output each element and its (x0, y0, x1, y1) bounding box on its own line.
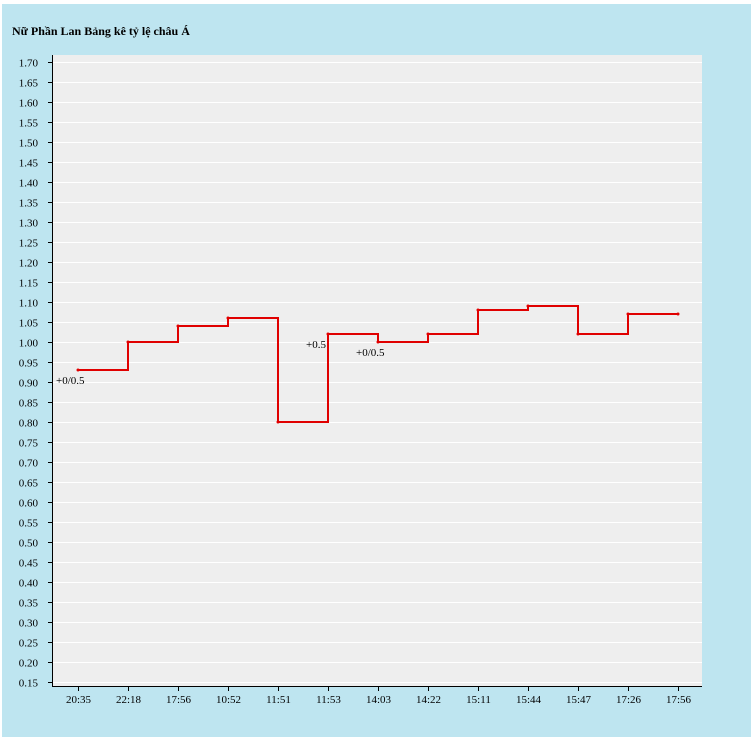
y-tick-label: 1.35 (19, 198, 39, 210)
data-point (426, 332, 430, 336)
y-tick-label: 0.20 (19, 658, 39, 670)
plot-area (52, 55, 702, 686)
x-tick-label: 15:44 (516, 694, 542, 706)
chart-title: Nữ Phần Lan Bảng kê tỷ lệ châu Á (12, 24, 190, 38)
y-tick-label: 1.55 (19, 118, 39, 130)
data-point (376, 340, 380, 344)
y-tick-label: 0.65 (19, 478, 39, 490)
data-point (176, 324, 180, 328)
y-tick-label: 0.70 (19, 458, 39, 470)
y-tick-label: 0.25 (19, 638, 39, 650)
y-tick-label: 1.40 (19, 178, 39, 190)
x-tick-label: 10:52 (216, 694, 241, 706)
x-tick-label: 20:35 (66, 694, 92, 706)
y-tick-label: 0.30 (19, 618, 39, 630)
x-tick-label: 14:22 (416, 694, 441, 706)
x-tick-label: 17:26 (616, 694, 642, 706)
x-tick-label: 15:11 (466, 694, 491, 706)
y-tick-label: 0.55 (19, 518, 39, 530)
x-tick-label: 17:56 (166, 694, 192, 706)
data-point (676, 312, 680, 316)
y-tick-label: 1.20 (19, 258, 39, 270)
y-tick-label: 0.90 (19, 378, 39, 390)
y-tick-label: 1.70 (19, 58, 39, 70)
data-point (526, 304, 530, 308)
y-tick-label: 1.10 (19, 298, 39, 310)
series-line (78, 305, 678, 423)
y-tick-label: 0.85 (19, 398, 39, 410)
data-point (76, 368, 80, 372)
x-tick-label: 14:03 (366, 694, 392, 706)
data-point (126, 340, 130, 344)
y-tick-label: 0.35 (19, 598, 39, 610)
data-point (226, 316, 230, 320)
y-tick-label: 1.45 (19, 158, 39, 170)
y-tick-label: 0.45 (19, 558, 39, 570)
data-point (276, 420, 280, 424)
annotation-label: +0.5 (306, 339, 326, 351)
x-tick-label: 17:56 (666, 694, 692, 706)
annotation-label: +0/0.5 (56, 375, 85, 387)
y-tick-label: 0.95 (19, 358, 39, 370)
y-tick-label: 1.60 (19, 98, 39, 110)
y-tick-label: 1.15 (19, 278, 39, 290)
y-tick-label: 0.75 (19, 438, 39, 450)
x-tick-label: 22:18 (116, 694, 142, 706)
data-point (476, 308, 480, 312)
y-tick-label: 0.80 (19, 418, 39, 430)
x-tick-label: 15:47 (566, 694, 592, 706)
y-tick-label: 1.65 (19, 78, 39, 90)
x-tick-label: 11:53 (316, 694, 341, 706)
y-tick-label: 1.00 (19, 338, 39, 350)
y-tick-label: 1.05 (19, 318, 39, 330)
data-point (626, 312, 630, 316)
annotation-label: +0/0.5 (356, 347, 385, 359)
y-tick-label: 1.25 (19, 238, 39, 250)
data-point (576, 332, 580, 336)
y-tick-label: 0.50 (19, 538, 39, 550)
y-tick-label: 1.50 (19, 138, 39, 150)
data-point (326, 332, 330, 336)
y-tick-label: 0.40 (19, 578, 39, 590)
x-tick-label: 11:51 (266, 694, 291, 706)
y-tick-label: 0.60 (19, 498, 39, 510)
y-tick-label: 1.30 (19, 218, 39, 230)
y-tick-label: 0.15 (19, 678, 39, 690)
